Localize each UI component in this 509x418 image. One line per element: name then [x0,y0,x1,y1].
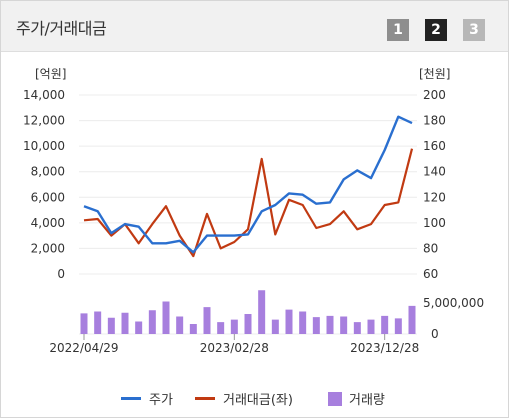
volume-bar [135,321,143,334]
volume-bar [244,314,252,334]
volume-axis-ticks: 5,000,000 0 [423,296,484,341]
left-axis-unit: [억원] [35,67,66,81]
volume-bar [299,311,307,334]
volume-bar [258,290,266,334]
right-tick-label: 160 [423,139,446,153]
volume-bar [312,317,320,334]
legend-price: 주가 [121,389,173,408]
grid-lines [79,94,417,335]
volume-bar [80,313,88,334]
x-tick-label: 2022/04/29 [49,341,118,355]
left-tick-label: 6,000 [31,190,65,204]
right-tick-label: 200 [423,88,446,102]
volume-bar [121,312,129,334]
x-axis-ticks: 2022/04/29 2023/02/28 2023/12/28 [49,334,419,355]
panel-header: 주가/거래대금 1 2 3 [1,1,508,52]
volume-bar [203,307,211,334]
left-tick-label: 14,000 [23,88,65,102]
volume-bar [285,309,293,334]
volume-bar [107,317,115,334]
left-tick-label: 4,000 [31,216,65,230]
volume-bar [176,316,184,334]
volume-bar [217,322,225,334]
legend-volume-swatch [328,391,342,406]
right-axis-ticks: 200 180 160 140 120 100 80 60 [423,88,446,281]
volume-bar [326,315,334,334]
series-lines [83,115,414,258]
legend-amount-swatch [195,397,215,400]
legend-volume: 거래량 [328,389,385,408]
right-tick-label: 140 [423,165,446,179]
volume-bar [189,324,197,334]
legend-price-swatch [121,397,141,400]
chart-legend: 주가 거래대금(좌) 거래량 [1,389,508,413]
chart-svg: [억원] [천원] 14,000 12,000 10,000 8,000 6,000 4,… [23,66,484,355]
volume-bar [94,311,102,334]
volume-bar [230,319,238,334]
legend-price-label: 주가 [149,393,173,408]
volume-bar [353,322,361,334]
right-tick-label: 100 [423,216,446,230]
price-line [83,115,413,254]
volume-tick-label: 5,000,000 [423,296,484,310]
page-3-button[interactable]: 3 [463,19,485,41]
page-1-button[interactable]: 1 [387,19,409,41]
left-tick-label: 10,000 [23,139,65,153]
volume-bar [148,310,156,334]
legend-amount-label: 거래대금(좌) [223,393,293,408]
amount-line [83,148,414,258]
left-tick-label: 0 [57,267,65,281]
volume-bar [340,316,348,334]
volume-bar [367,319,375,334]
left-tick-label: 2,000 [31,241,65,255]
left-tick-label: 12,000 [23,114,65,128]
volume-tick-label: 0 [431,327,439,341]
right-tick-label: 180 [423,114,446,128]
volume-bar [271,319,279,334]
volume-bars [80,290,416,334]
volume-bar [381,315,389,334]
right-tick-label: 60 [423,267,438,281]
right-axis-unit: [천원] [419,66,450,81]
right-tick-label: 120 [423,190,446,204]
x-tick-label: 2023/12/28 [350,341,419,355]
x-tick-label: 2023/02/28 [200,341,269,355]
right-tick-label: 80 [423,241,438,255]
page-2-button[interactable]: 2 [425,19,447,41]
legend-amount: 거래대금(좌) [195,389,293,408]
volume-bar [394,318,402,334]
legend-volume-label: 거래량 [349,393,385,408]
panel-title: 주가/거래대금 [16,19,107,38]
volume-bar [408,305,416,334]
volume-bar [162,301,170,334]
left-axis-ticks: 14,000 12,000 10,000 8,000 6,000 4,000 2,000 0 [23,88,65,281]
left-tick-label: 8,000 [31,165,65,179]
